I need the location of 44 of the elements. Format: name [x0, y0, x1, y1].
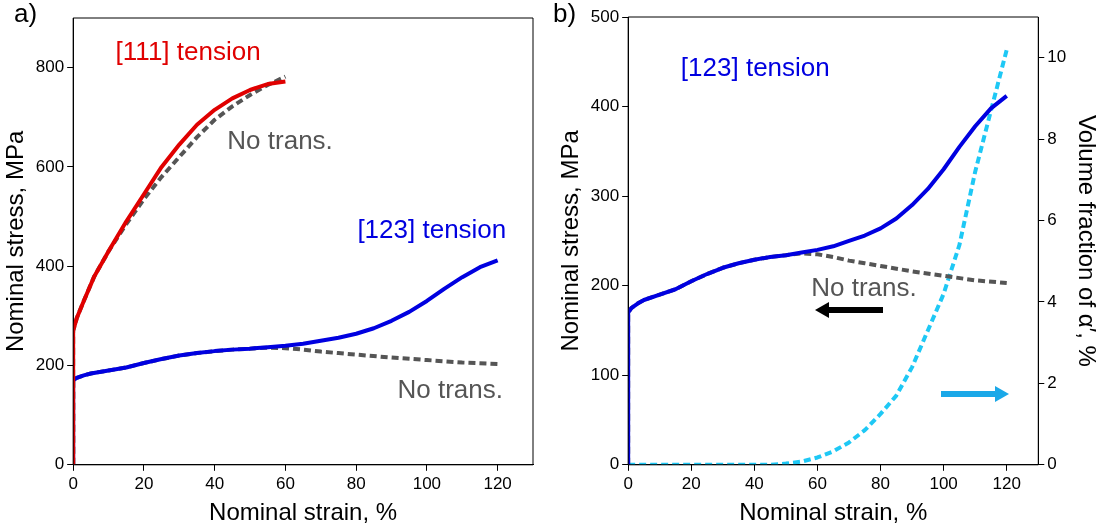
x-tick-label: 20	[134, 473, 154, 493]
x-tick-label: 60	[807, 473, 827, 493]
y-tick-label: 200	[590, 275, 620, 295]
y-tick-label: 0	[54, 454, 65, 474]
series-label: No trans.	[397, 374, 503, 405]
y-tick-label: 300	[590, 185, 620, 205]
y-axis-title: Nominal stress, MPa	[1, 130, 29, 353]
x-axis-title: Nominal strain, %	[739, 498, 928, 526]
y2-tick-label: 2	[1047, 373, 1057, 393]
y2-tick-label: 6	[1047, 210, 1057, 230]
x-tick-label: 80	[871, 473, 891, 493]
y2-axis-title: Volume fraction of α′, %	[1073, 114, 1101, 367]
y-tick-label: 600	[35, 156, 65, 176]
y-tick-label: 500	[590, 6, 620, 26]
y-tick-label: 100	[590, 364, 620, 384]
x-tick-label: 0	[623, 473, 633, 493]
y2-tick-label: 0	[1047, 454, 1057, 474]
chart-title: b)	[553, 0, 577, 29]
series-label: [123] tension	[357, 213, 507, 244]
x-tick-label: 100	[412, 473, 442, 493]
series-label: [111] tension	[115, 35, 261, 66]
series-label: No trans.	[227, 125, 333, 156]
y-tick-label: 200	[35, 355, 65, 375]
x-tick-label: 60	[275, 473, 295, 493]
y2-tick-label: 4	[1047, 291, 1057, 311]
chart-title: a)	[14, 0, 38, 29]
y-axis-title: Nominal stress, MPa	[556, 129, 584, 352]
y-tick-label: 0	[609, 454, 620, 474]
x-axis-title: Nominal strain, %	[209, 498, 398, 526]
x-tick-label: 120	[992, 473, 1021, 493]
x-tick-label: 100	[929, 473, 958, 493]
text: [123] tension	[680, 51, 830, 82]
x-tick-label: 120	[483, 473, 512, 493]
series-label: No trans.	[811, 271, 917, 302]
y2-tick-label: 8	[1047, 128, 1057, 148]
x-tick-label: 20	[681, 473, 701, 493]
x-tick-label: 40	[744, 473, 764, 493]
y-tick-label: 400	[35, 255, 65, 275]
x-tick-label: 40	[205, 473, 225, 493]
y-tick-label: 800	[35, 57, 65, 77]
y2-tick-label: 10	[1047, 47, 1067, 67]
x-tick-label: 0	[68, 473, 78, 493]
x-tick-label: 80	[346, 473, 366, 493]
y-tick-label: 400	[590, 96, 620, 116]
